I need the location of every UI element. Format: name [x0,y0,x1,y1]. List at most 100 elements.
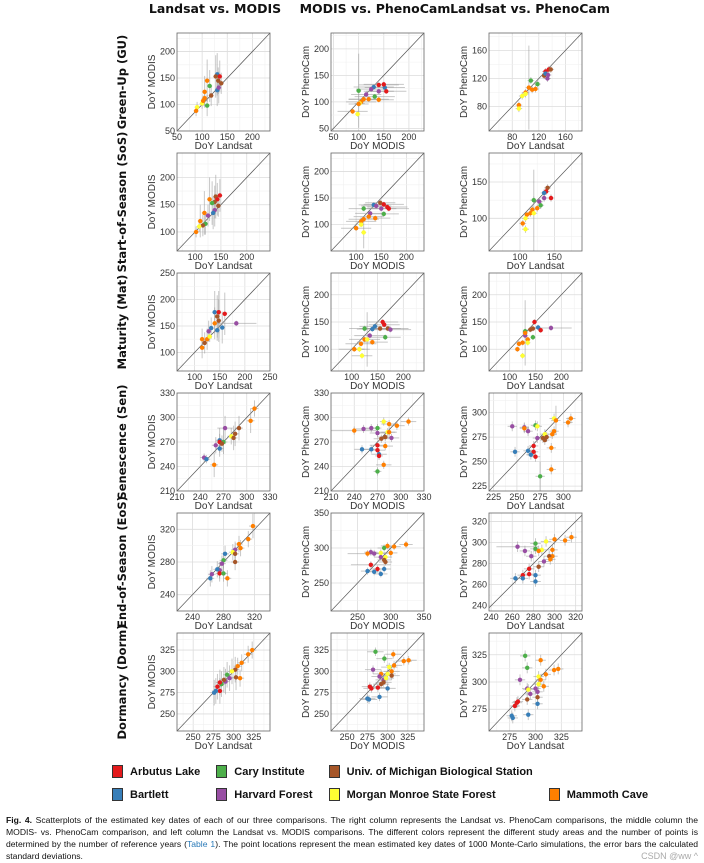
data-point [375,430,380,436]
y-tick-label: 50 [319,123,329,133]
x-tick-label: 325 [400,732,415,742]
x-tick-label: 300 [226,732,241,742]
y-axis-label: DoY MODIS [147,414,158,469]
x-tick-label: 280 [526,612,541,622]
data-point [531,443,536,449]
data-point [541,190,547,196]
data-point [361,97,366,102]
data-point [233,675,239,680]
table-1-link[interactable]: Table 1 [186,839,216,849]
data-point [531,197,536,203]
x-axis-label: DoY Landsat [507,381,565,392]
plot-border [488,32,583,132]
data-point [545,185,550,191]
y-axis-label: DoY MODIS [147,54,158,109]
data-point [391,544,397,549]
data-point [350,109,355,114]
data-point [516,341,522,346]
x-tick-label: 300 [528,732,543,742]
data-point [382,656,387,661]
data-point [391,663,397,668]
row-label: Green-Up (GU) [115,35,129,130]
data-point [358,341,364,346]
y-tick-label: 200 [160,294,175,304]
x-tick-label: 200 [245,132,260,142]
y-tick-label: 320 [160,524,175,534]
y-axis-label: DoY PhenoCam [301,286,312,358]
data-point [526,571,532,577]
data-point [366,697,372,702]
data-point [209,572,215,577]
caption-text: Scatterplots of the estimated key dates … [6,815,698,849]
row-label: Start-of-Season (SoS) [115,132,129,273]
data-point [536,681,541,687]
data-point [358,219,364,224]
x-tick-label: 300 [380,732,395,742]
x-tick-label: 260 [505,612,520,622]
x-axis-label: DoY Landsat [195,501,253,512]
row-label: Maturity (Mat) [115,275,129,370]
y-tick-label: 100 [160,347,175,357]
y-tick-label: 100 [160,100,175,110]
data-point [232,559,238,565]
data-point [375,469,380,474]
data-point [199,337,205,342]
data-point [401,658,406,664]
data-point [377,694,382,700]
data-point [531,211,536,216]
data-point [217,446,222,451]
data-point [376,453,382,459]
data-point [524,212,530,217]
data-point [229,669,235,674]
data-point [209,200,215,206]
y-tick-label: 250 [314,709,329,719]
y-tick-label: 250 [314,578,329,588]
data-point [381,545,387,551]
data-point [535,701,540,706]
data-point [385,671,390,677]
row-label: Senescence (Sen) [115,384,129,499]
x-tick-label: 320 [568,612,583,622]
x-tick-label: 150 [376,132,391,142]
data-point [538,327,543,333]
data-point [513,576,518,581]
data-point [383,335,388,340]
data-point [367,333,372,338]
y-tick-label: 150 [314,317,329,327]
data-point [210,210,216,216]
legend-item-umbs: Univ. of Michigan Biological Station [328,765,533,778]
legend-swatch [328,788,340,801]
data-point [366,214,371,219]
y-tick-label: 325 [314,645,329,655]
data-point [550,554,555,559]
data-point [529,87,535,92]
data-point [386,206,392,211]
one-to-one-line [177,273,270,371]
one-to-one-line [331,33,424,131]
data-point [383,559,388,565]
data-point [366,97,371,102]
y-tick-label: 300 [472,538,487,548]
data-point [368,562,374,567]
x-tick-label: 300 [383,612,398,622]
data-point [541,559,547,564]
x-tick-label: 100 [195,132,210,142]
x-axis-label: DoY Landsat [507,141,565,152]
data-point [200,98,206,104]
y-tick-label: 150 [314,193,329,203]
x-tick-label: 330 [416,492,431,502]
x-tick-label: 160 [558,132,573,142]
data-point [549,445,554,451]
plot-border [330,512,425,612]
data-point [532,319,537,325]
y-tick-label: 300 [472,677,487,687]
legend-label: Cary Institute [234,765,305,778]
data-point [235,664,240,669]
data-point [208,576,213,581]
x-tick-label: 210 [169,492,184,502]
data-point [217,680,223,685]
data-point [378,550,384,556]
data-point [533,579,538,584]
data-point [207,334,212,339]
